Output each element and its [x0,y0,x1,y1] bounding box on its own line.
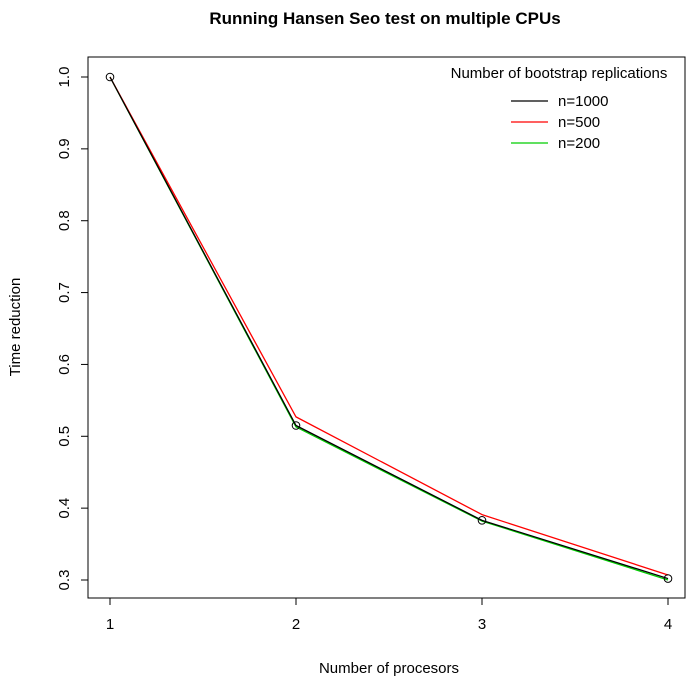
series-line-n-1000 [109,76,669,580]
legend-entries: n=1000 n=500 n=200 [511,93,608,152]
x-tick-label: 4 [664,616,672,633]
chart-title: Running Hansen Seo test on multiple CPUs [209,9,560,28]
marker-layer [105,72,673,583]
legend-label: n=200 [558,135,600,152]
data-point [477,516,487,525]
y-axis-label: Time reduction [7,278,24,377]
x-tick-label: 3 [478,616,486,633]
y-tick-label: 0.3 [56,570,73,591]
x-axis-label: Number of procesors [319,660,459,677]
x-tick-label: 2 [292,616,300,633]
y-tick-label: 0.9 [56,138,73,159]
series-layer [109,76,669,581]
series-line-n-500 [109,76,669,576]
legend-label: n=500 [558,114,600,131]
y-tick-label: 1.0 [56,67,73,88]
x-tick-label: 1 [106,616,114,633]
data-point [663,574,673,583]
y-tick-label: 0.7 [56,282,73,303]
legend-label: n=1000 [558,93,608,110]
y-tick-label: 0.8 [56,210,73,231]
y-axis: 0.3 0.4 0.5 0.6 0.7 0.8 0.9 1.0 [56,67,89,591]
legend-title: Number of bootstrap replications [451,65,668,82]
x-axis: 1 2 3 4 [106,597,672,633]
y-tick-label: 0.6 [56,354,73,375]
y-tick-label: 0.5 [56,426,73,447]
y-tick-label: 0.4 [56,498,73,519]
legend: Number of bootstrap replications n=1000n… [451,65,668,152]
data-point [105,72,115,82]
data-point [291,421,301,430]
